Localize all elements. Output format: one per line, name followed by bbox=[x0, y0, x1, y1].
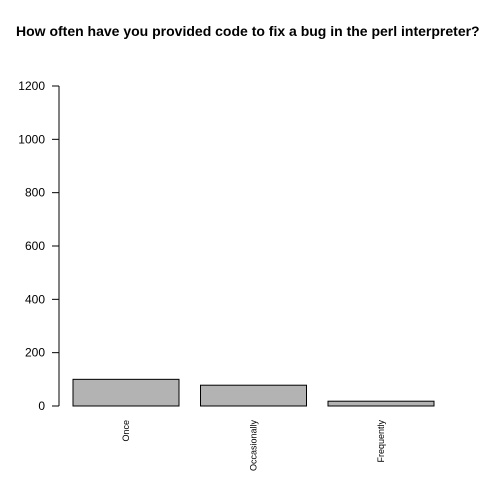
x-axis-labels: Once Occasionally Frequently bbox=[121, 420, 386, 472]
bar-once bbox=[72, 378, 180, 407]
bars bbox=[72, 378, 435, 407]
bar-frequently bbox=[327, 400, 435, 407]
y-tick-label: 200 bbox=[25, 346, 45, 360]
x-category-label: Frequently bbox=[376, 420, 386, 463]
x-category-label: Once bbox=[121, 420, 131, 442]
x-category-label: Occasionally bbox=[249, 420, 259, 472]
bar-occasionally bbox=[200, 384, 307, 407]
y-axis: 0 200 400 600 800 1000 1200 bbox=[18, 79, 60, 413]
y-tick-label: 600 bbox=[25, 239, 45, 253]
y-tick-label: 800 bbox=[25, 186, 45, 200]
y-tick-label: 1200 bbox=[18, 79, 45, 93]
y-tick-label: 0 bbox=[38, 399, 45, 413]
y-tick-label: 1000 bbox=[18, 132, 45, 146]
y-tick-label: 400 bbox=[25, 292, 45, 306]
chart-title: How often have you provided code to fix … bbox=[16, 23, 480, 39]
